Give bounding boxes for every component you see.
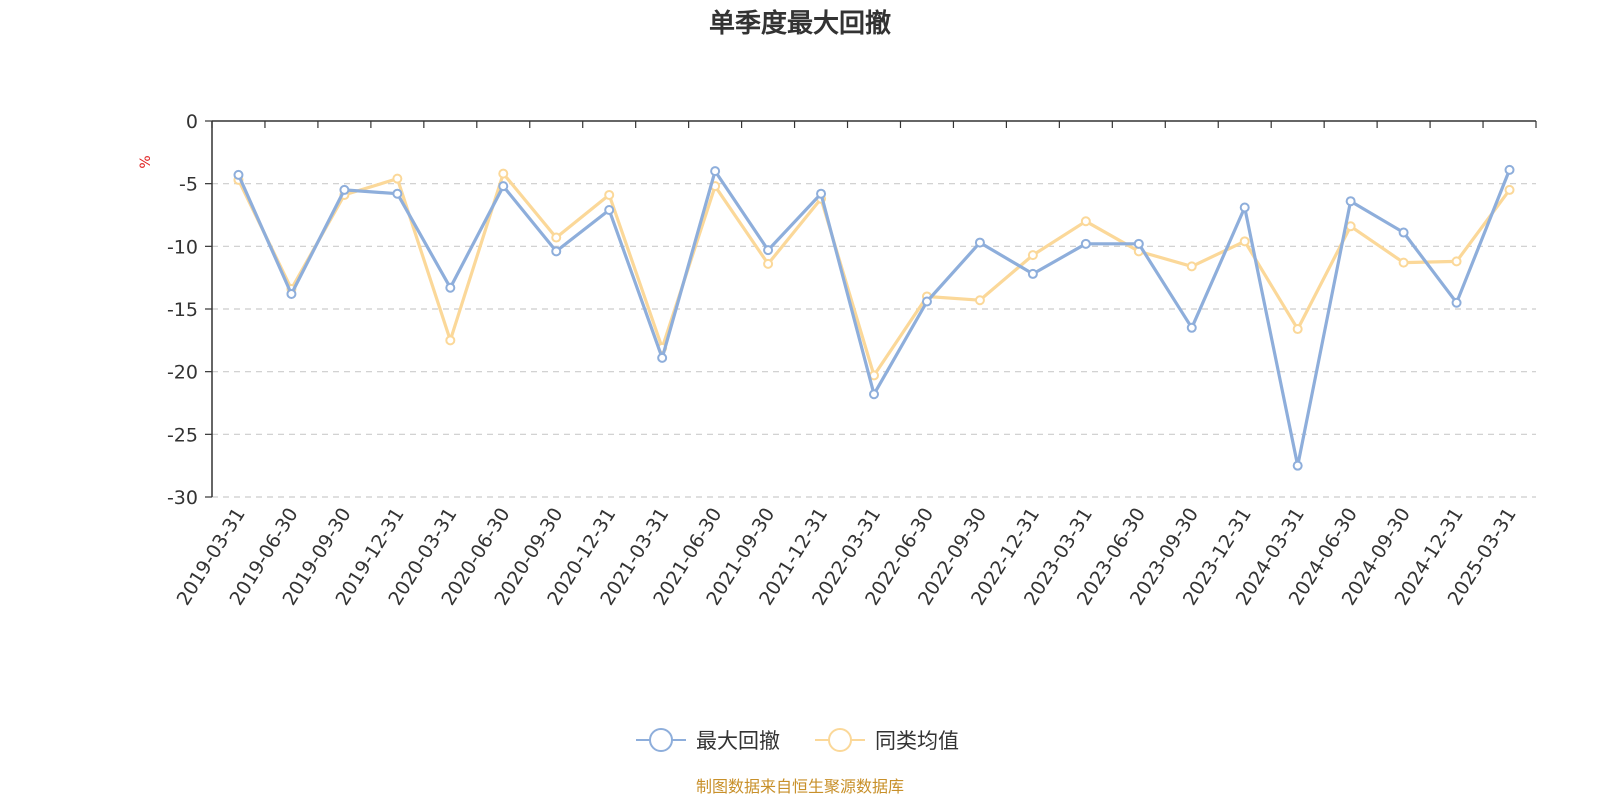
data-point[interactable] [498,168,509,179]
data-point[interactable] [286,288,297,299]
source-note: 制图数据来自恒生聚源数据库 [696,777,904,796]
data-point[interactable] [604,204,615,215]
y-tick-label: -25 [167,424,198,446]
series-line [237,172,1511,377]
data-point[interactable] [763,245,774,256]
data-point[interactable] [1239,236,1250,247]
data-point[interactable] [921,296,932,307]
y-tick-label: -20 [167,362,198,384]
data-point[interactable] [445,335,456,346]
data-point[interactable] [551,232,562,243]
series-lines [233,164,1515,471]
y-tick-label: -30 [167,487,198,509]
data-point[interactable] [445,282,456,293]
data-point[interactable] [392,188,403,199]
data-point[interactable] [869,389,879,400]
data-point[interactable] [1239,202,1250,213]
y-tick-label: -10 [167,236,198,258]
data-point[interactable] [974,237,985,248]
data-point[interactable] [1186,322,1197,333]
legend-marker-icon [828,728,852,752]
legend-marker-icon [649,728,673,752]
grid-lines [212,183,1536,498]
legend[interactable]: 最大回撤 同类均值 [636,728,959,753]
data-point[interactable] [1027,250,1038,261]
data-point[interactable] [1345,221,1356,232]
data-point[interactable] [1398,227,1409,238]
data-point[interactable] [816,188,827,199]
legend-item-1[interactable]: 最大回撤 [636,728,780,753]
data-point[interactable] [1451,297,1462,308]
series-1 [233,164,1515,471]
data-point[interactable] [974,295,985,306]
legend-item-2[interactable]: 同类均值 [815,728,959,753]
data-point[interactable] [710,166,721,177]
data-point[interactable] [339,184,350,195]
data-point[interactable] [1080,216,1091,227]
data-point[interactable] [1027,268,1038,279]
y-tick-label: -5 [179,174,198,196]
chart-title: 单季度最大回撤 [709,8,891,39]
data-point[interactable] [392,173,403,184]
data-point[interactable] [1186,261,1197,272]
y-axis-unit: % [138,155,154,168]
data-point[interactable] [1345,196,1356,207]
data-point[interactable] [551,246,562,257]
data-point[interactable] [1292,324,1303,335]
data-point[interactable] [1133,238,1144,249]
data-point[interactable] [763,258,774,269]
data-point[interactable] [1080,238,1091,249]
data-point[interactable] [657,352,668,363]
data-point[interactable] [1292,460,1303,471]
series-2 [233,168,1515,381]
data-point[interactable] [1504,184,1515,195]
data-point[interactable] [233,169,244,180]
data-point[interactable] [1398,257,1409,268]
data-point[interactable] [1504,164,1515,175]
y-tick-label: 0 [186,111,198,133]
data-point[interactable] [1451,256,1462,267]
series-line [237,169,1511,468]
data-point[interactable] [604,189,615,200]
legend-label: 最大回撤 [696,729,780,753]
y-tick-label: -15 [167,299,198,321]
data-point[interactable] [498,181,509,192]
legend-label: 同类均值 [875,729,959,753]
